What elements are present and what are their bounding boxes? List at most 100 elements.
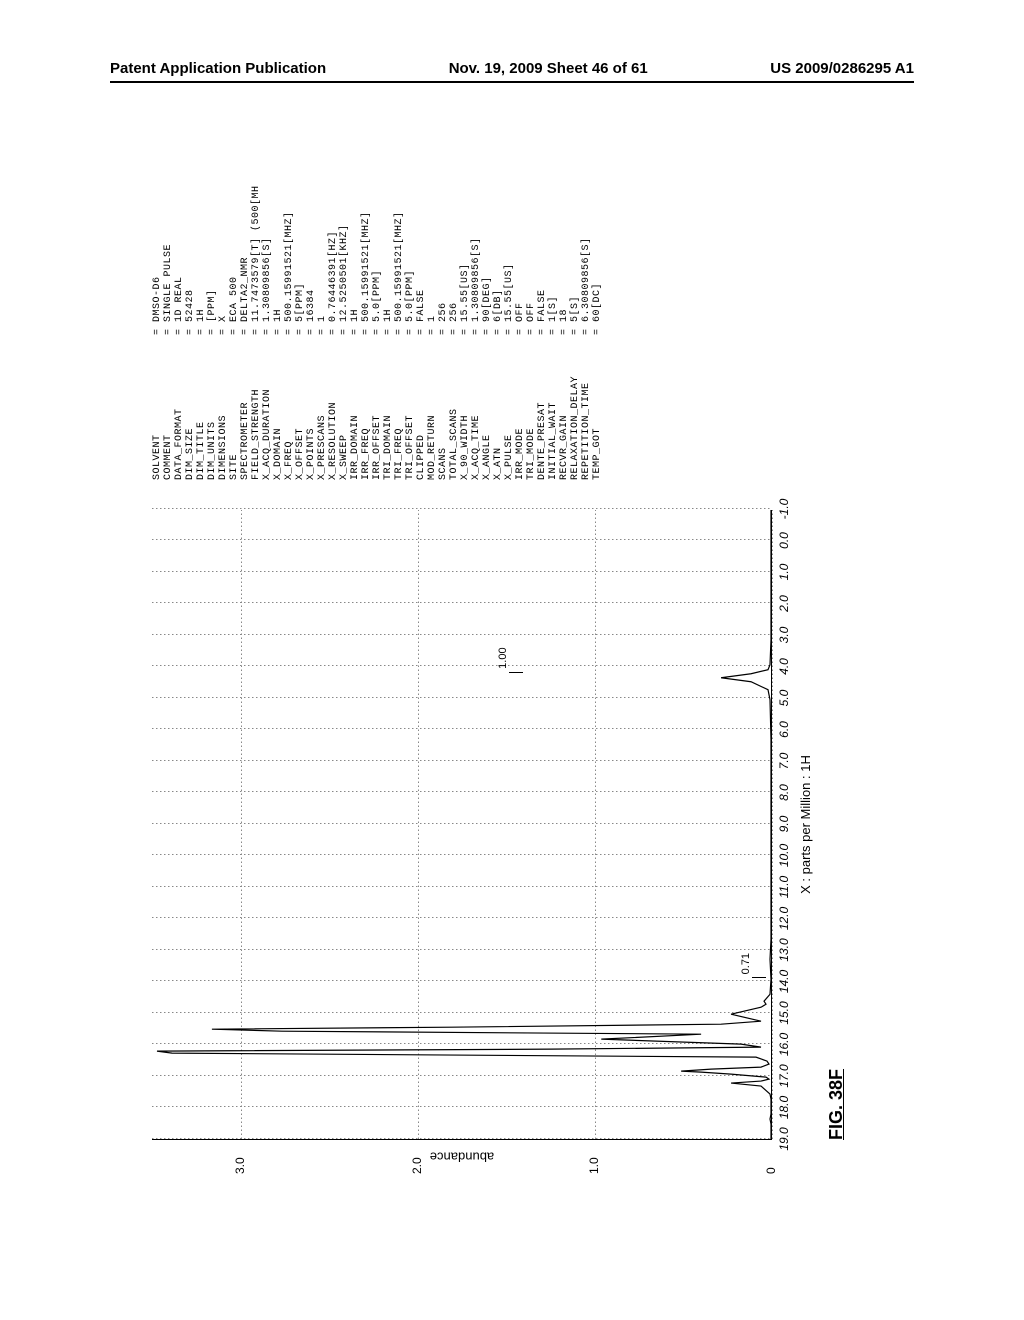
param-key: COMMENT xyxy=(163,335,174,480)
param-key: DIM_TITLE xyxy=(196,335,207,480)
param-value: = DMSO-D6 xyxy=(152,276,163,335)
param-value: = 1.30809856[S] xyxy=(262,237,273,335)
param-value: = 11.7473579[T] (500[MH xyxy=(251,185,262,335)
y-axis-label: abundance xyxy=(429,1149,493,1164)
param-key: FIELD_STRENGTH xyxy=(251,335,262,480)
param-key: TOTAL_SCANS xyxy=(449,335,460,480)
param-key: X_SWEEP xyxy=(339,335,350,480)
param-key: SPECTROMETER xyxy=(240,335,251,480)
param-value: = 500.15991521[MHZ] xyxy=(361,211,372,335)
param-value: = FALSE xyxy=(537,289,548,335)
param-key: X_DOMAIN xyxy=(273,335,284,480)
y-tick: 0 xyxy=(764,1167,778,1174)
param-value: = 1[S] xyxy=(548,296,559,335)
param-value: = 15.55[US] xyxy=(460,263,471,335)
param-value: = 90[DEG] xyxy=(482,276,493,335)
param-value: = 52428 xyxy=(185,289,196,335)
param-value: = 6[DB] xyxy=(493,289,504,335)
param-key: RECVR_GAIN xyxy=(559,335,570,480)
page-header: Patent Application Publication Nov. 19, … xyxy=(110,60,914,83)
param-key: REPETITION_TIME xyxy=(581,335,592,480)
x-tick: 17.0 xyxy=(777,1064,791,1087)
param-key: X_ACQ_TIME xyxy=(471,335,482,480)
param-value: = OFF xyxy=(515,302,526,335)
param-key: TRI_FREQ xyxy=(394,335,405,480)
param-row: SPECTROMETER= DELTA2_NMR xyxy=(240,185,251,480)
param-row: X_90_WIDTH= 15.55[US] xyxy=(460,185,471,480)
param-value: = 1 xyxy=(427,315,438,335)
param-key: DIMENSIONS xyxy=(218,335,229,480)
header-right: US 2009/0286295 A1 xyxy=(770,60,914,77)
y-tick: 1.0 xyxy=(587,1157,601,1174)
param-key: TEMP_GOT xyxy=(592,335,603,480)
param-value: = DELTA2_NMR xyxy=(240,257,251,335)
param-row: COMMENT= SINGLE PULSE xyxy=(163,185,174,480)
param-row: MOD_RETURN= 1 xyxy=(427,185,438,480)
x-tick: 2.0 xyxy=(777,595,791,612)
param-value: = 5[PPM] xyxy=(295,283,306,335)
x-tick: 12.0 xyxy=(777,907,791,930)
x-tick: 10.0 xyxy=(777,844,791,867)
param-value: = SINGLE PULSE xyxy=(163,244,174,335)
param-row: INITIAL_WAIT= 1[S] xyxy=(548,185,559,480)
param-row: DIM_TITLE= 1H xyxy=(196,185,207,480)
x-tick: 4.0 xyxy=(777,658,791,675)
nmr-plot-area: -1.00.01.02.03.04.05.06.07.08.09.010.011… xyxy=(152,510,772,1140)
param-value: = 6.30809856[S] xyxy=(581,237,592,335)
param-key: X_FREQ xyxy=(284,335,295,480)
x-tick: 15.0 xyxy=(777,1001,791,1024)
x-tick: 7.0 xyxy=(777,753,791,770)
param-row: X_ATN= 6[DB] xyxy=(493,185,504,480)
header-center: Nov. 19, 2009 Sheet 46 of 61 xyxy=(449,60,648,77)
param-value: = 18 xyxy=(559,309,570,335)
peak-annotation: 0.71 xyxy=(740,953,752,974)
x-tick: -1.0 xyxy=(777,499,791,520)
y-tick: 2.0 xyxy=(410,1157,424,1174)
figure-label: FIG. 38F xyxy=(826,1069,847,1140)
x-tick: 8.0 xyxy=(777,784,791,801)
param-row: SOLVENT= DMSO-D6 xyxy=(152,185,163,480)
param-row: X_PULSE= 15.55[US] xyxy=(504,185,515,480)
param-row: X_RESOLUTION= 0.76446391[HZ] xyxy=(328,185,339,480)
x-tick: 13.0 xyxy=(777,938,791,961)
x-tick: 11.0 xyxy=(777,876,791,898)
param-row: SITE= ECA 500 xyxy=(229,185,240,480)
param-row: IRR_DOMAIN= 1H xyxy=(350,185,361,480)
peak-annotation: 1.00 xyxy=(497,647,509,668)
param-value: = 1H xyxy=(350,309,361,335)
param-value: = OFF xyxy=(526,302,537,335)
param-row: X_POINTS= 16384 xyxy=(306,185,317,480)
param-key: RELAXATION_DELAY xyxy=(570,335,581,480)
param-key: MOD_RETURN xyxy=(427,335,438,480)
param-value: = ECA 500 xyxy=(229,276,240,335)
param-row: DIM_UNITS= [PPM] xyxy=(207,185,218,480)
param-value: = 16384 xyxy=(306,289,317,335)
param-key: DENTE_PRESAT xyxy=(537,335,548,480)
x-tick: 9.0 xyxy=(777,816,791,833)
param-row: DIM_SIZE= 52428 xyxy=(185,185,196,480)
x-tick: 1.0 xyxy=(777,564,791,581)
param-value: = 60[DC] xyxy=(592,283,603,335)
y-tick: 3.0 xyxy=(233,1157,247,1174)
nmr-parameter-list: SOLVENT= DMSO-D6COMMENT= SINGLE PULSEDAT… xyxy=(152,185,603,480)
param-value: = 1.30809856[S] xyxy=(471,237,482,335)
param-row: RECVR_GAIN= 18 xyxy=(559,185,570,480)
param-key: IRR_DOMAIN xyxy=(350,335,361,480)
param-row: FIELD_STRENGTH= 11.7473579[T] (500[MH xyxy=(251,185,262,480)
param-key: TRI_OFFSET xyxy=(405,335,416,480)
param-key: X_OFFSET xyxy=(295,335,306,480)
param-value: = 500.15991521[MHZ] xyxy=(284,211,295,335)
param-value: = 5.0[PPM] xyxy=(405,270,416,335)
x-tick: 18.0 xyxy=(777,1096,791,1119)
param-row: TRI_MODE= OFF xyxy=(526,185,537,480)
param-row: IRR_FREQ= 500.15991521[MHZ] xyxy=(361,185,372,480)
param-key: X_ATN xyxy=(493,335,504,480)
param-key: X_ACQ_DURATION xyxy=(262,335,273,480)
param-key: CLIPPED xyxy=(416,335,427,480)
param-row: X_FREQ= 500.15991521[MHZ] xyxy=(284,185,295,480)
param-row: X_OFFSET= 5[PPM] xyxy=(295,185,306,480)
param-key: SOLVENT xyxy=(152,335,163,480)
param-key: X_RESOLUTION xyxy=(328,335,339,480)
param-key: X_PULSE xyxy=(504,335,515,480)
x-tick: 19.0 xyxy=(777,1127,791,1150)
